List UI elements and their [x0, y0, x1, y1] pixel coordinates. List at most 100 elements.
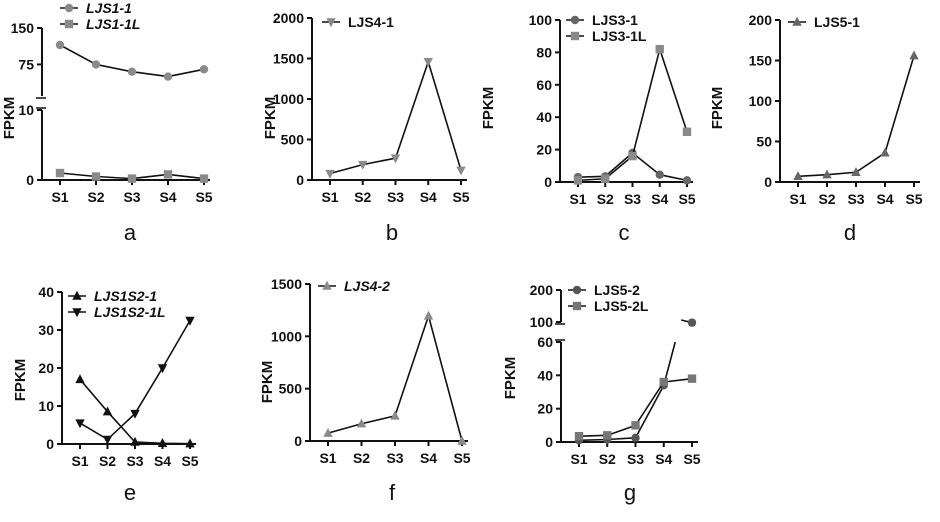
x-tick-label: S5 — [678, 191, 695, 207]
series-line — [168, 174, 204, 178]
chart-panel-f: 050010001500S1S2S3S4S5FPKMLJS4-2f — [259, 276, 471, 505]
y-tick-label: 40 — [536, 109, 552, 125]
data-point — [200, 65, 208, 73]
y-tick-label: 40 — [537, 367, 553, 383]
y-axis-label: FPKM — [709, 87, 726, 130]
y-tick-label: 100 — [749, 93, 773, 109]
y-tick-label: 1000 — [271, 328, 302, 344]
series-line — [607, 425, 635, 435]
data-point — [688, 318, 696, 326]
x-tick-label: S2 — [599, 451, 616, 467]
data-point — [631, 421, 639, 429]
series-line — [798, 56, 914, 177]
series-line — [579, 440, 607, 441]
x-tick-label: S1 — [321, 189, 338, 205]
y-tick-label: 60 — [537, 334, 553, 350]
data-point — [56, 41, 64, 49]
y-tick-label: 100 — [530, 314, 554, 330]
panel-letter: c — [619, 220, 630, 245]
series-line — [96, 177, 132, 179]
y-tick-label: 75 — [18, 56, 34, 72]
x-tick-label: S5 — [453, 450, 470, 466]
series-line — [578, 49, 687, 180]
data-point — [128, 174, 136, 182]
chart-panel-d: 050100150200S1S2S3S4S5FPKMLJS5-1d — [709, 12, 923, 245]
x-tick-label: S3 — [387, 189, 404, 205]
legend-label: LJS1S2-1L — [94, 304, 166, 320]
x-tick-label: S4 — [655, 451, 672, 467]
y-tick-label: 200 — [749, 12, 773, 28]
series-line — [328, 316, 462, 441]
data-point — [456, 167, 465, 176]
y-tick-label: 20 — [537, 401, 553, 417]
y-tick-label: 100 — [529, 12, 553, 28]
data-point — [660, 378, 668, 386]
legend-label: LJS5-1 — [814, 14, 860, 30]
y-tick-label: 0 — [296, 172, 304, 188]
x-tick-label: S4 — [876, 191, 893, 207]
data-point — [200, 174, 208, 182]
series-line — [96, 64, 132, 71]
chart-panel-a: 01075150S1S2S3S4S5FPKMLJS1-1LJS1-1La — [1, 0, 213, 245]
data-point — [909, 50, 918, 59]
data-point — [92, 172, 100, 180]
series-line — [664, 379, 692, 382]
y-tick-label: 200 — [530, 282, 554, 298]
y-tick-label: 0 — [545, 434, 553, 450]
x-tick-label: S5 — [905, 191, 922, 207]
data-point — [325, 170, 334, 179]
y-axis-label: FPKM — [502, 357, 519, 400]
series-line — [132, 174, 168, 178]
data-point — [424, 58, 433, 67]
legend-marker — [571, 32, 579, 40]
legend-label: LJS1-1 — [86, 0, 132, 16]
legend-marker — [573, 302, 581, 310]
chart-panel-e: 010203040S1S2S3S4S5FPKMLJS1S2-1LJS1S2-1L… — [12, 284, 199, 505]
x-tick-label: S3 — [123, 189, 140, 205]
legend-label: LJS1-1L — [86, 16, 140, 32]
y-tick-label: 0 — [544, 174, 552, 190]
data-point — [656, 171, 664, 179]
x-tick-label: S2 — [354, 189, 371, 205]
data-point — [574, 176, 582, 184]
series-line — [636, 382, 664, 425]
legend-marker — [65, 4, 73, 12]
y-tick-label: 30 — [38, 322, 54, 338]
y-tick-label: 10 — [18, 102, 34, 118]
series-line — [132, 72, 168, 77]
x-tick-label: S5 — [181, 453, 198, 469]
data-point — [603, 431, 611, 439]
x-tick-label: S1 — [319, 450, 336, 466]
data-point — [656, 45, 664, 53]
legend-label: LJS1S2-1 — [94, 288, 157, 304]
panel-letter: b — [386, 220, 398, 245]
chart-panel-b: 0500100015002000S1S2S3S4S5FPKMLJS4-1b — [262, 10, 470, 245]
x-tick-label: S2 — [597, 191, 614, 207]
legend-label: LJS3-1L — [592, 28, 647, 44]
legend-label: LJS4-2 — [344, 278, 390, 294]
y-axis-label: FPKM — [1, 97, 18, 140]
legend-label: LJS3-1 — [592, 12, 638, 28]
data-point — [880, 148, 889, 157]
y-tick-label: 2000 — [273, 10, 304, 26]
series-line — [607, 438, 635, 440]
data-point — [628, 152, 636, 160]
x-tick-label: S5 — [195, 189, 212, 205]
y-axis-label: FPKM — [262, 97, 279, 140]
data-point — [75, 374, 84, 383]
x-tick-label: S5 — [452, 189, 469, 205]
y-tick-label: 50 — [756, 134, 772, 150]
legend-marker — [65, 20, 73, 28]
x-tick-label: S1 — [789, 191, 806, 207]
data-point — [683, 128, 691, 136]
series-line — [636, 385, 664, 438]
data-point — [688, 374, 696, 382]
y-tick-label: 0 — [46, 436, 54, 452]
chart-panel-c: 020406080100S1S2S3S4S5FPKMLJS3-1LJS3-1Lc — [480, 12, 696, 245]
panel-letter: e — [124, 480, 136, 505]
series-line — [579, 435, 607, 436]
legend-marker — [573, 286, 581, 294]
y-tick-label: 40 — [38, 284, 54, 300]
x-tick-label: S2 — [353, 450, 370, 466]
y-tick-label: 80 — [536, 44, 552, 60]
